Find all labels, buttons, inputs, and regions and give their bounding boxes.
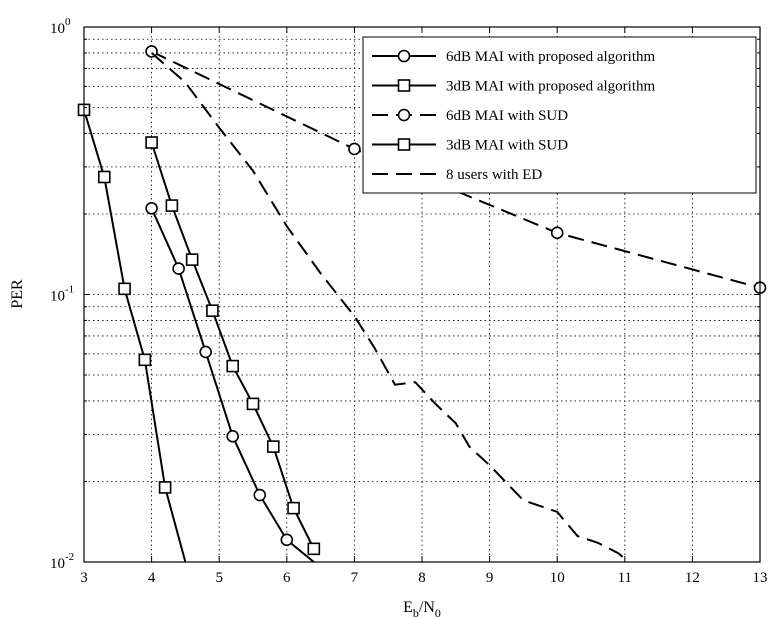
legend-label: 6dB MAI with SUD [446, 108, 568, 124]
legend-label: 6dB MAI with proposed algorithm [446, 49, 655, 65]
x-tick-label: 10 [550, 570, 565, 586]
square-marker [97, 170, 111, 184]
x-tick-label: 6 [283, 570, 291, 586]
circle-marker [253, 488, 267, 502]
legend: 6dB MAI with proposed algorithm 3dB MAI w… [362, 36, 757, 194]
y-axis-title: PER [9, 279, 26, 309]
x-tick-label: 5 [215, 570, 223, 586]
legend-item: 6dB MAI with SUD [372, 108, 568, 124]
circle-marker [145, 202, 158, 215]
y-tick-label: 10-2 [50, 551, 74, 572]
square-marker [185, 253, 199, 266]
series-2 [145, 136, 321, 556]
x-tick-label: 7 [351, 570, 359, 586]
series-5 [150, 52, 626, 560]
circle-marker [172, 262, 185, 275]
circle-marker [226, 430, 240, 443]
square-marker [246, 397, 260, 411]
x-tick-label: 13 [753, 570, 768, 586]
square-marker [158, 481, 172, 494]
square-marker [287, 501, 300, 515]
x-tick-label: 11 [618, 570, 632, 586]
x-tick-label: 4 [148, 570, 156, 586]
legend-label: 3dB MAI with SUD [446, 138, 568, 154]
legend-item: 6dB MAI with proposed algorithm [372, 49, 655, 65]
legend-label: 8 users with ED [446, 167, 542, 183]
circle-marker [550, 226, 564, 240]
x-axis-title: Eb/N0 [403, 599, 441, 619]
legend-item: 3dB MAI with proposed algorithm [372, 79, 655, 95]
series-layer [77, 45, 767, 563]
x-tick-label: 9 [486, 570, 494, 586]
legend-marker [397, 79, 411, 92]
legend-marker [397, 108, 411, 122]
y-tick-label: 100 [50, 16, 71, 37]
series-1 [145, 202, 315, 563]
legend-marker [397, 138, 411, 151]
square-marker [206, 304, 219, 317]
axis-ticks [83, 27, 761, 563]
square-marker [165, 199, 179, 212]
series-line [150, 52, 626, 560]
square-marker [307, 542, 321, 556]
y-tick-label: 10-1 [50, 284, 74, 305]
square-marker [138, 353, 152, 367]
square-marker [266, 440, 280, 453]
square-marker [118, 282, 131, 296]
tick-labels: 3 4 5 6 7 8 9 10 11 12 13 10-2 10-1 100 [50, 16, 768, 586]
legend-label: 3dB MAI with proposed algorithm [446, 79, 655, 95]
legend-marker [397, 49, 411, 63]
series-line [83, 109, 187, 563]
square-marker [145, 136, 158, 149]
circle-marker [348, 142, 361, 156]
legend-item: 3dB MAI with SUD [372, 138, 568, 154]
circle-marker [280, 533, 294, 547]
x-tick-label: 8 [418, 570, 426, 586]
legend-item: 8 users with ED [372, 167, 542, 183]
circle-marker [199, 345, 212, 359]
x-tick-label: 12 [685, 570, 700, 586]
square-marker [226, 359, 240, 373]
x-tick-label: 3 [80, 570, 88, 586]
